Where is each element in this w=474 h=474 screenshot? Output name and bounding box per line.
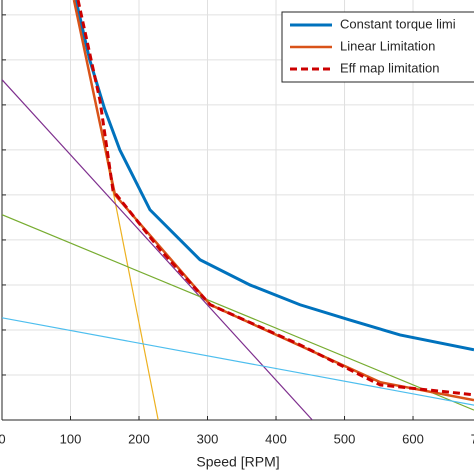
x-tick-label: 300 [197,431,219,446]
guide-line [2,79,313,420]
legend-label: Constant torque limi [340,16,456,31]
legend-label: Linear Limitation [340,38,435,53]
series-line [74,0,474,352]
legend-label: Eff map limitation [340,60,439,75]
x-tick-label: 0 [0,431,6,446]
guide-line [2,214,474,411]
x-tick-label: 400 [265,431,287,446]
guide-line [2,317,474,406]
plot-area [2,0,474,420]
x-tick-label: 200 [128,431,150,446]
x-axis-label: Speed [RPM] [196,454,279,470]
x-tick-label: 600 [402,431,424,446]
legend: Constant torque limi Linear Limitation Eff… [281,11,474,83]
x-tick-label: 500 [334,431,356,446]
x-tick-label: 100 [60,431,82,446]
x-tick-label: 700 [471,431,474,446]
